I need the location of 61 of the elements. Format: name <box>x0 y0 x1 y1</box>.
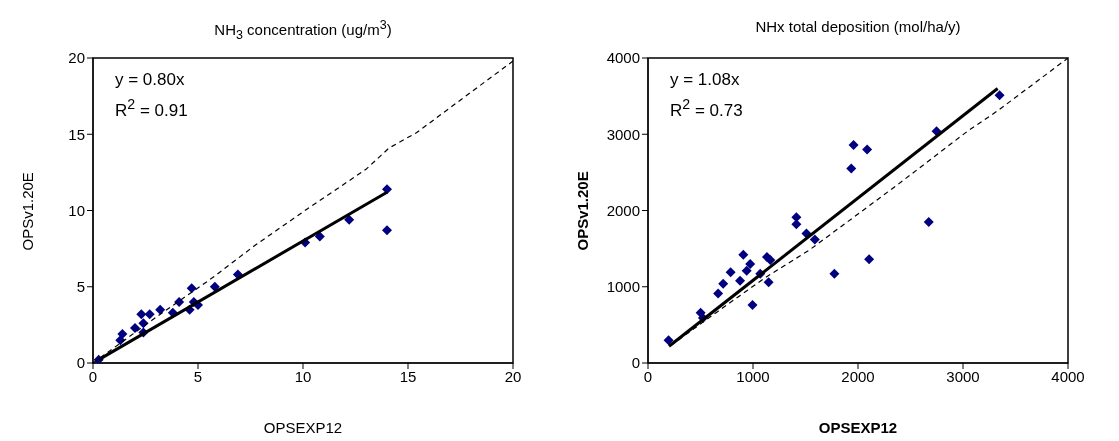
x-axis-title: OPSEXP12 <box>263 419 343 436</box>
point <box>765 255 776 266</box>
point <box>862 144 873 155</box>
point <box>745 258 756 269</box>
point <box>144 309 155 320</box>
y-tick-label: 0 <box>76 354 85 372</box>
x-tick-label: 5 <box>193 367 203 385</box>
point <box>713 288 724 299</box>
point <box>130 322 140 333</box>
point <box>791 219 802 230</box>
point <box>829 268 840 279</box>
point <box>209 281 220 292</box>
y-tick-label: 0 <box>631 354 640 372</box>
annotation: y = 1.08x <box>670 69 741 91</box>
x-axis-title: OPSEXP12 <box>818 419 898 436</box>
point <box>718 278 729 289</box>
point <box>117 329 128 340</box>
y-tick-label: 4000 <box>606 49 640 67</box>
x-tick-label: 15 <box>399 367 417 385</box>
point <box>931 126 942 137</box>
annotation: R$^{2}$ = 0.73 <box>670 95 743 122</box>
x-tick-label: 2000 <box>841 367 875 385</box>
point <box>923 216 934 227</box>
chart-title: NH$_{3}$ concentration (ug/m$^{3}$) <box>213 18 393 42</box>
point <box>174 297 185 307</box>
y-axis-title: OPSv1.20E <box>574 171 592 251</box>
x-tick-label: 1000 <box>736 367 770 385</box>
y-tick-label: 15 <box>68 125 85 143</box>
point <box>846 163 857 174</box>
point <box>136 309 147 320</box>
x-tick-label: 0 <box>643 367 653 385</box>
point <box>741 265 752 276</box>
y-tick-label: 5 <box>76 278 85 296</box>
point <box>994 90 1005 101</box>
x-tick-label: 10 <box>294 367 312 385</box>
annotation: y = 0.80x <box>115 69 186 91</box>
y-tick-label: 10 <box>68 201 85 219</box>
point <box>663 335 674 346</box>
y-tick-label: 3000 <box>606 125 640 143</box>
y-tick-label: 20 <box>68 49 85 67</box>
chart-title: NHx total deposition (mol/ha/y) <box>754 18 962 35</box>
point <box>738 249 749 260</box>
point <box>763 277 774 288</box>
point <box>848 139 859 150</box>
point <box>809 234 820 245</box>
point <box>735 275 746 286</box>
annotation: R$^{2}$ = 0.91 <box>115 95 188 122</box>
point <box>186 283 197 294</box>
point <box>864 254 875 265</box>
x-tick-label: 0 <box>88 367 98 385</box>
y-tick-label: 1000 <box>606 278 640 296</box>
y-tick-label: 2000 <box>606 201 640 219</box>
x-tick-label: 20 <box>504 367 522 385</box>
x-tick-label: 4000 <box>1051 367 1085 385</box>
point <box>382 225 392 236</box>
point <box>344 214 355 225</box>
y-axis-title: OPSv1.20E <box>19 172 37 251</box>
point <box>725 267 736 278</box>
point <box>155 304 166 315</box>
x-tick-label: 3000 <box>946 367 980 385</box>
point <box>747 300 758 311</box>
